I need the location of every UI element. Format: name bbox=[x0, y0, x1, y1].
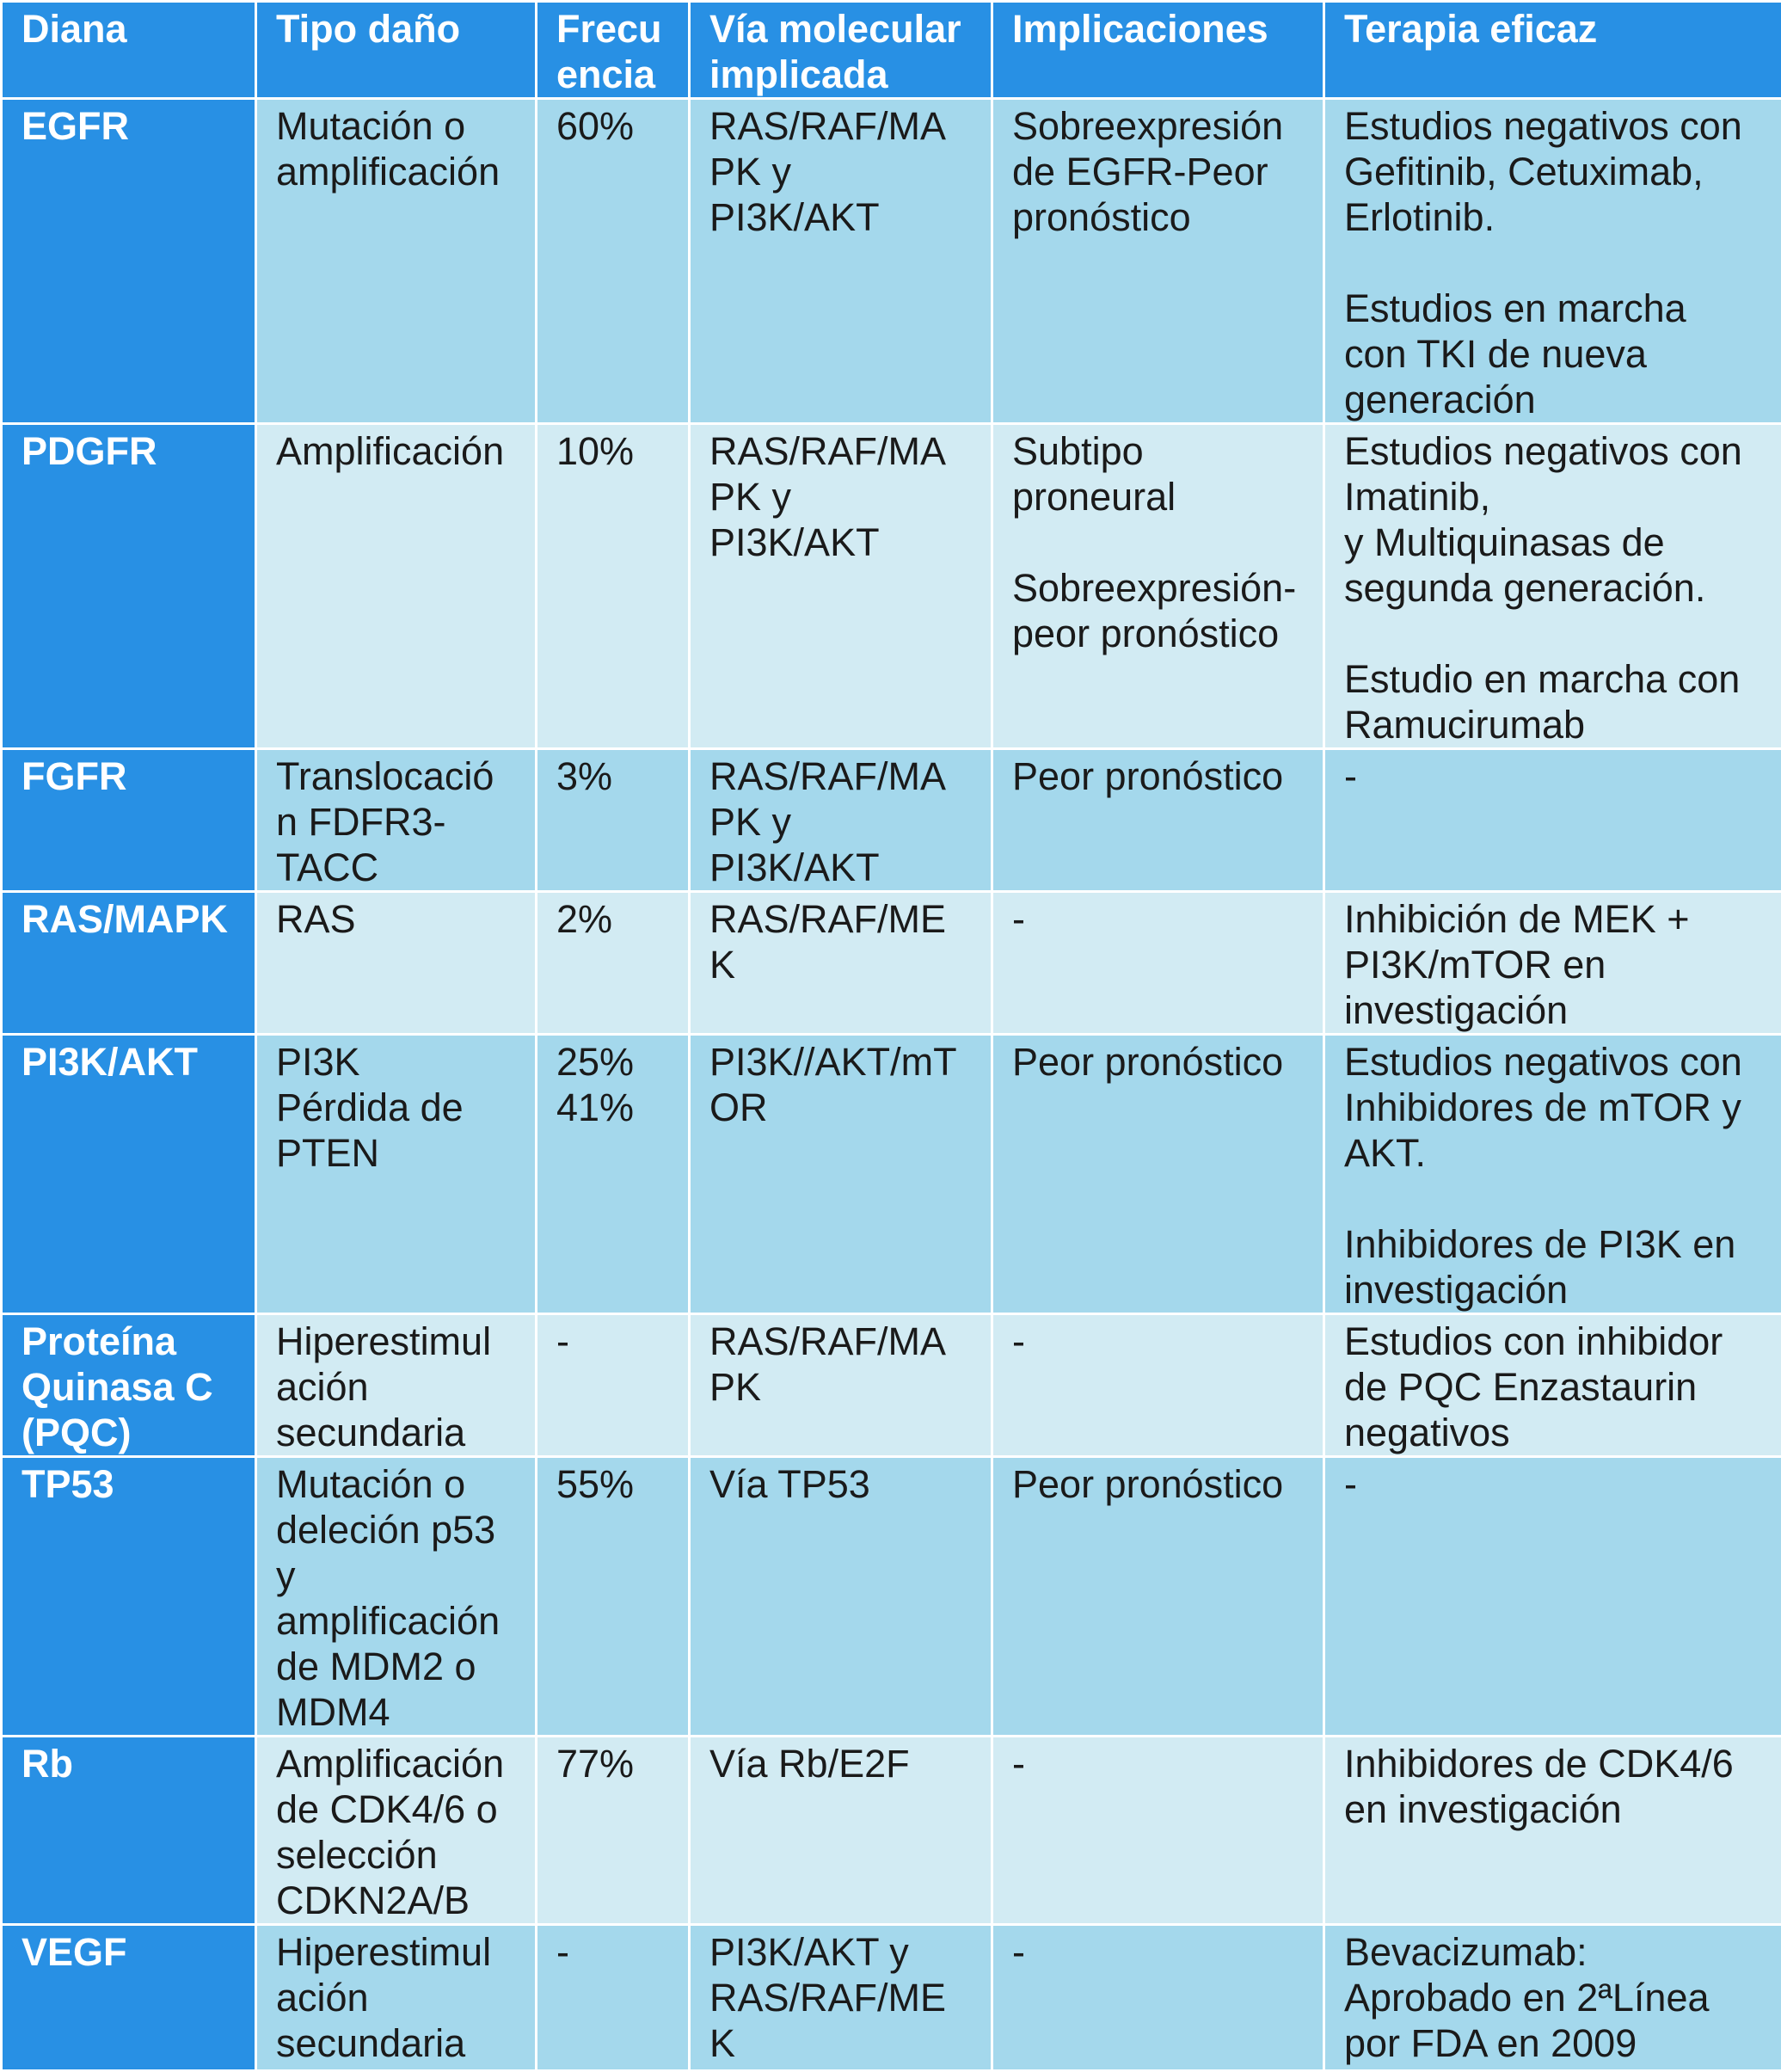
cell-frecuencia: 3% bbox=[537, 749, 690, 892]
cell-diana: EGFR bbox=[2, 99, 256, 424]
cell-tipo: PI3K Pérdida de PTEN bbox=[256, 1035, 537, 1314]
table-row: FGFR Translocació n FDFR3- TACC 3% RAS/R… bbox=[2, 749, 1781, 892]
cell-frecuencia: 25% 41% bbox=[537, 1035, 690, 1314]
cell-frecuencia: - bbox=[537, 1925, 690, 2071]
cell-tipo: Translocació n FDFR3- TACC bbox=[256, 749, 537, 892]
table-header-row: Diana Tipo daño Frecu encia Vía molecula… bbox=[2, 2, 1781, 99]
table-row: PDGFR Amplificación 10% RAS/RAF/MA PK y … bbox=[2, 424, 1781, 749]
cell-tipo: Hiperestimul ación secundaria bbox=[256, 1314, 537, 1457]
header-via-molecular: Vía molecular implicada bbox=[690, 2, 992, 99]
cell-tipo: Hiperestimul ación secundaria bbox=[256, 1925, 537, 2071]
cell-frecuencia: 10% bbox=[537, 424, 690, 749]
cell-implicaciones: - bbox=[992, 892, 1324, 1035]
cell-diana: Proteína Quinasa C (PQC) bbox=[2, 1314, 256, 1457]
cell-implicaciones: - bbox=[992, 1925, 1324, 2071]
cell-terapia: - bbox=[1324, 749, 1781, 892]
header-terapia: Terapia eficaz bbox=[1324, 2, 1781, 99]
cell-via: PI3K//AKT/mT OR bbox=[690, 1035, 992, 1314]
cell-terapia: Estudios negativos con Imatinib, y Multi… bbox=[1324, 424, 1781, 749]
cell-implicaciones: Peor pronóstico bbox=[992, 749, 1324, 892]
cell-frecuencia: 55% bbox=[537, 1457, 690, 1737]
cell-via: RAS/RAF/MA PK y PI3K/AKT bbox=[690, 424, 992, 749]
table-row: EGFR Mutación o amplificación 60% RAS/RA… bbox=[2, 99, 1781, 424]
cell-via: Vía Rb/E2F bbox=[690, 1737, 992, 1925]
table-row: RAS/MAPK RAS 2% RAS/RAF/ME K - Inhibició… bbox=[2, 892, 1781, 1035]
cell-diana: RAS/MAPK bbox=[2, 892, 256, 1035]
cell-via: RAS/RAF/ME K bbox=[690, 892, 992, 1035]
cell-implicaciones: Sobreexpresión de EGFR-Peor pronóstico bbox=[992, 99, 1324, 424]
table-row: VEGF Hiperestimul ación secundaria - PI3… bbox=[2, 1925, 1781, 2071]
cell-terapia: Inhibición de MEK + PI3K/mTOR en investi… bbox=[1324, 892, 1781, 1035]
cell-tipo: Mutación o amplificación bbox=[256, 99, 537, 424]
cell-diana: FGFR bbox=[2, 749, 256, 892]
cell-diana: VEGF bbox=[2, 1925, 256, 2071]
cell-tipo: Amplificación bbox=[256, 424, 537, 749]
header-implicaciones: Implicaciones bbox=[992, 2, 1324, 99]
cell-implicaciones: - bbox=[992, 1314, 1324, 1457]
header-diana: Diana bbox=[2, 2, 256, 99]
cell-terapia: Estudios con inhibidor de PQC Enzastauri… bbox=[1324, 1314, 1781, 1457]
header-tipo-dano: Tipo daño bbox=[256, 2, 537, 99]
cell-frecuencia: 2% bbox=[537, 892, 690, 1035]
cell-via: Vía TP53 bbox=[690, 1457, 992, 1737]
cell-via: RAS/RAF/MA PK y PI3K/AKT bbox=[690, 99, 992, 424]
table-row: Rb Amplificación de CDK4/6 o selección C… bbox=[2, 1737, 1781, 1925]
cell-via: RAS/RAF/MA PK bbox=[690, 1314, 992, 1457]
cell-tipo: Amplificación de CDK4/6 o selección CDKN… bbox=[256, 1737, 537, 1925]
cell-tipo: Mutación o deleción p53 y amplificación … bbox=[256, 1457, 537, 1737]
cell-frecuencia: 77% bbox=[537, 1737, 690, 1925]
cell-implicaciones: Peor pronóstico bbox=[992, 1035, 1324, 1314]
header-frecuencia: Frecu encia bbox=[537, 2, 690, 99]
cell-frecuencia: - bbox=[537, 1314, 690, 1457]
cell-diana: TP53 bbox=[2, 1457, 256, 1737]
cell-terapia: Estudios negativos con Gefitinib, Cetuxi… bbox=[1324, 99, 1781, 424]
cell-diana: PI3K/AKT bbox=[2, 1035, 256, 1314]
cell-terapia: Bevacizumab: Aprobado en 2ªLínea por FDA… bbox=[1324, 1925, 1781, 2071]
table-row: PI3K/AKT PI3K Pérdida de PTEN 25% 41% PI… bbox=[2, 1035, 1781, 1314]
table-row: TP53 Mutación o deleción p53 y amplifica… bbox=[2, 1457, 1781, 1737]
cell-terapia: - bbox=[1324, 1457, 1781, 1737]
cell-frecuencia: 60% bbox=[537, 99, 690, 424]
cell-implicaciones: Peor pronóstico bbox=[992, 1457, 1324, 1737]
cell-diana: Rb bbox=[2, 1737, 256, 1925]
cell-via: PI3K/AKT y RAS/RAF/ME K bbox=[690, 1925, 992, 2071]
cell-via: RAS/RAF/MA PK y PI3K/AKT bbox=[690, 749, 992, 892]
cell-tipo: RAS bbox=[256, 892, 537, 1035]
cell-diana: PDGFR bbox=[2, 424, 256, 749]
cell-terapia: Inhibidores de CDK4/6 en investigación bbox=[1324, 1737, 1781, 1925]
table-row: Proteína Quinasa C (PQC) Hiperestimul ac… bbox=[2, 1314, 1781, 1457]
cell-terapia: Estudios negativos con Inhibidores de mT… bbox=[1324, 1035, 1781, 1314]
cell-implicaciones: Subtipo proneural Sobreexpresión- peor p… bbox=[992, 424, 1324, 749]
cell-implicaciones: - bbox=[992, 1737, 1324, 1925]
